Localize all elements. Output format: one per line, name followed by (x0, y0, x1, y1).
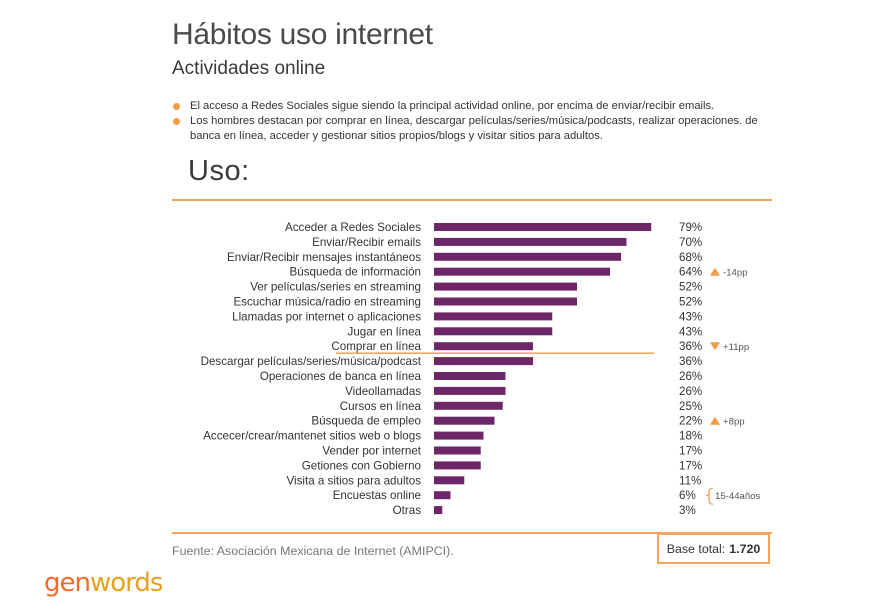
category-label: Operaciones de banca en línea (260, 370, 422, 383)
bar (434, 282, 577, 291)
bar (434, 476, 465, 485)
bullet-item: Los hombres destacan por comprar en líne… (172, 114, 782, 144)
logo-part-words: words (89, 568, 163, 598)
bullet-dot-icon (173, 118, 180, 125)
bottom-divider (172, 532, 772, 534)
value-label: 79% (679, 221, 702, 234)
value-label: 26% (679, 370, 702, 383)
category-label: Búsqueda de empleo (311, 415, 421, 428)
category-label: Jugar en línea (348, 325, 422, 338)
value-label: 17% (679, 459, 702, 472)
source-note: Fuente: Asociación Mexicana de Internet … (172, 544, 454, 558)
value-label: 18% (679, 430, 702, 443)
bar (434, 357, 533, 366)
bar (434, 401, 503, 410)
bar (434, 267, 610, 276)
bar (434, 416, 495, 425)
bar (434, 506, 443, 515)
section-title: Uso: (188, 155, 250, 187)
bullet-text: El acceso a Redes Sociales sigue siendo … (190, 100, 715, 112)
value-label: 52% (679, 281, 702, 294)
category-label: Getiones con Gobierno (302, 459, 421, 472)
base-total-value: 1.720 (729, 541, 761, 556)
base-total-box: Base total: 1.720 (657, 533, 770, 564)
bar (434, 252, 621, 261)
page-title: Hábitos uso internet (172, 18, 433, 51)
category-label: Búsqueda de información (290, 266, 421, 279)
bar (434, 312, 553, 321)
category-label: Otras (393, 504, 422, 517)
base-total-label: Base total: (666, 541, 726, 556)
value-label: 22% (679, 415, 702, 428)
value-label: 17% (679, 445, 702, 458)
bar (434, 372, 506, 380)
bar (434, 431, 484, 440)
value-label: 25% (679, 400, 702, 413)
category-label: Llamadas por internet o aplicaciones (232, 310, 421, 323)
annotation-label: -14pp (723, 268, 748, 279)
category-label: Enviar/Recibir mensajes instantáneos (227, 251, 421, 264)
page-subtitle: Actividades online (172, 58, 326, 79)
category-label: Vender por internet (322, 445, 421, 458)
category-label: Videollamadas (345, 385, 421, 398)
value-label: 36% (679, 340, 702, 353)
value-label: 6% (679, 489, 696, 502)
value-label: 43% (679, 310, 702, 323)
arrow-up-icon (710, 416, 720, 425)
value-label: 26% (679, 385, 702, 398)
category-label: Ver películas/series en streaming (250, 281, 421, 294)
bar (434, 446, 481, 455)
bullet-text: Los hombres destacan por comprar en líne… (190, 115, 758, 142)
annotation-label: +8pp (723, 417, 745, 428)
value-label: 68% (679, 251, 702, 264)
category-label: Descargar películas/series/música/podcas… (201, 355, 422, 368)
value-label: 43% (679, 325, 702, 338)
category-label: Cursos en línea (340, 400, 422, 413)
annotation-label: 15-44años (715, 491, 761, 502)
arrow-up-icon (710, 267, 720, 276)
bar (434, 342, 533, 351)
value-label: 11% (679, 474, 701, 487)
arrow-down-icon (710, 342, 720, 351)
category-label: Encuestas online (333, 489, 421, 502)
bar (434, 297, 577, 306)
value-label: 52% (679, 296, 702, 309)
category-label: Visita a sitios para adultos (287, 474, 422, 487)
category-label: Enviar/Recibir emails (312, 236, 421, 249)
value-label: 70% (679, 236, 702, 249)
top-divider (172, 199, 772, 201)
key-findings-list: El acceso a Redes Sociales sigue siendo … (172, 99, 782, 144)
annotation-label: +11pp (723, 342, 749, 353)
brace-icon (705, 487, 714, 505)
bar (434, 461, 481, 470)
category-label: Escuchar música/radio en streaming (233, 296, 421, 309)
bar (434, 223, 652, 231)
value-label: 36% (679, 355, 702, 368)
value-label: 3% (679, 504, 696, 517)
bar (434, 237, 627, 246)
bar (434, 491, 451, 500)
bullet-item: El acceso a Redes Sociales sigue siendo … (172, 99, 782, 114)
logo-part-gen: gen (44, 568, 91, 598)
category-label: Acceder a Redes Sociales (285, 221, 421, 234)
genwords-logo: genwords (44, 568, 163, 598)
bar (434, 327, 553, 336)
category-label: Accecer/crear/mantenet sitios web o blog… (203, 430, 421, 443)
bar (434, 386, 506, 395)
value-label: 64% (679, 266, 702, 279)
category-label: Comprar en línea (331, 340, 421, 353)
bullet-dot-icon (173, 103, 180, 110)
